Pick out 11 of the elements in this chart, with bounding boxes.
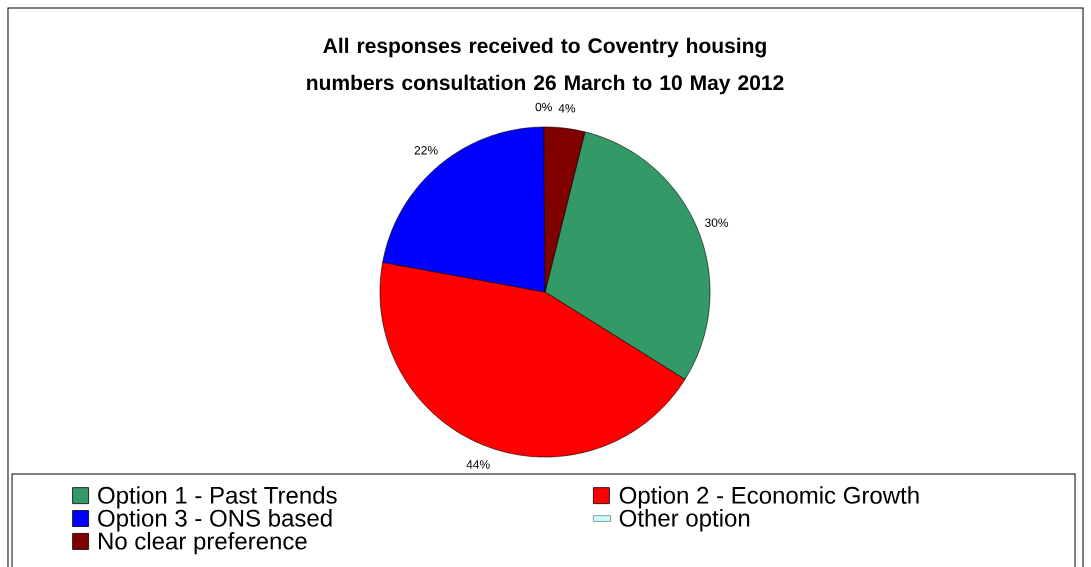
legend-label: Option 2 - Economic Growth: [619, 486, 919, 509]
legend-label: No clear preference: [98, 531, 307, 555]
legend-label: Option 1 - Past Trends: [98, 486, 337, 509]
data-label: 4%: [558, 104, 576, 113]
data-label: 22%: [414, 146, 438, 155]
chart-title: All responses received to Coventry housing numbers consultation 26 March to 10 May 2012: [307, 37, 784, 95]
data-label: 30%: [704, 218, 729, 227]
legend-label: Other option: [619, 509, 750, 532]
text: 0%: [535, 102, 552, 112]
data-label: 44%: [466, 460, 490, 469]
legend-label: Option 3 - ONS based: [98, 509, 332, 532]
